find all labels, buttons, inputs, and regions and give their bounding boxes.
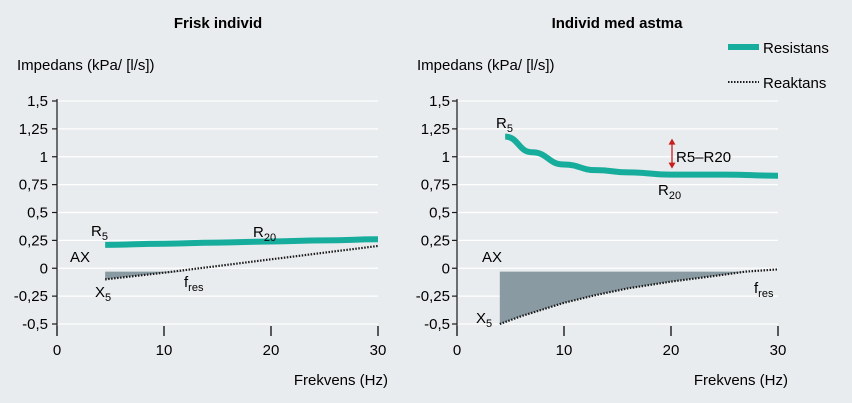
y-tick-label: -0,25: [14, 288, 48, 305]
fres-label: fres: [184, 274, 204, 294]
y-tick-label: -0,25: [416, 288, 450, 305]
y-tick-label: 1,5: [429, 93, 450, 110]
diff-label: R5–R20: [676, 149, 731, 166]
y-tick-label: 0,75: [421, 177, 450, 194]
ax-label: AX: [70, 249, 90, 266]
r20-label: R20: [658, 182, 681, 202]
y-tick-label: 1,25: [19, 121, 48, 138]
chart-title: Individ med astma: [552, 15, 684, 32]
y-tick-label: 0,5: [429, 205, 450, 222]
y-tick-label: 0,5: [27, 205, 48, 222]
resistans-line: [504, 133, 779, 179]
y-tick-label: 0: [442, 260, 450, 277]
y-tick-label: 0,25: [421, 232, 450, 249]
diff-arrow-head-down: [668, 162, 676, 169]
y-tick-label: 0: [40, 260, 48, 277]
reaktans-line: [499, 268, 779, 326]
y-tick-label: 1,5: [27, 93, 48, 110]
chart-panel-1: Frisk individ Impedans (kPa/ [l/s]) 1,5 1,2…: [14, 15, 388, 389]
x-tick-label: 30: [770, 342, 787, 359]
y-axis-label: Impedans (kPa/ [l/s]): [417, 57, 555, 74]
y-tick-label: 1: [442, 149, 450, 166]
y-tick-label: 1: [40, 149, 48, 166]
x-tick-label: 10: [156, 342, 173, 359]
legend: Resistans Reaktans: [728, 40, 829, 92]
diff-arrow-head-up: [668, 138, 676, 145]
x-tick-label: 10: [556, 342, 573, 359]
ax-area: [105, 271, 186, 280]
r5-label: R5: [91, 223, 108, 243]
legend-resistans-label: Resistans: [763, 40, 829, 57]
x-axis-label: Frekvens (Hz): [694, 372, 788, 389]
legend-reaktans-label: Reaktans: [763, 75, 826, 92]
fres-label: fres: [754, 280, 774, 300]
ax-label: AX: [482, 249, 502, 266]
y-axis-label: Impedans (kPa/ [l/s]): [17, 57, 155, 74]
x5-label: X5: [95, 284, 111, 304]
x-tick-label: 0: [53, 342, 61, 359]
chart-panel-2: Individ med astma Impedans (kPa/ [l/s]) 1,…: [416, 15, 788, 389]
y-tick-label: -0,5: [424, 316, 450, 333]
r20-label: R20: [253, 224, 276, 244]
y-tick-label: -0,5: [22, 316, 48, 333]
y-tick-label: 1,25: [421, 121, 450, 138]
x-axis-label: Frekvens (Hz): [294, 372, 388, 389]
x-tick-label: 20: [663, 342, 680, 359]
y-tick-label: 0,75: [19, 177, 48, 194]
chart-title: Frisk individ: [174, 15, 262, 32]
x-tick-label: 30: [370, 342, 387, 359]
x-tick-label: 0: [453, 342, 461, 359]
r5-label: R5: [496, 115, 513, 135]
ax-area: [499, 271, 746, 324]
x5-label: X5: [476, 310, 492, 330]
x-tick-label: 20: [263, 342, 280, 359]
reaktans-line: [105, 244, 379, 281]
resistans-line: [105, 236, 379, 248]
y-tick-label: 0,25: [19, 232, 48, 249]
